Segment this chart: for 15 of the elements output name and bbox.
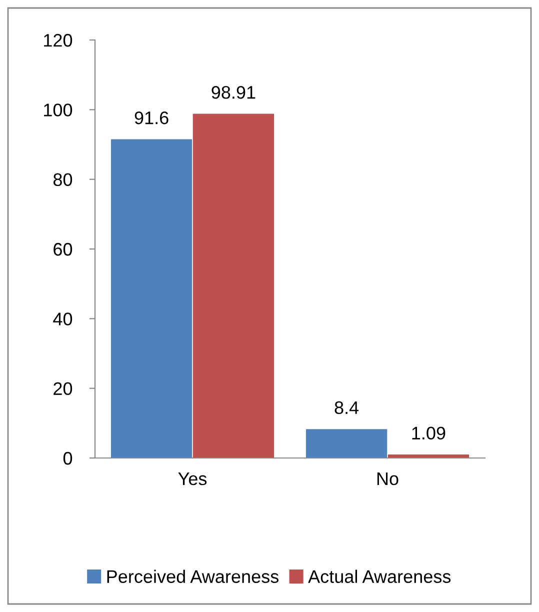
y-tick-label: 40 [53, 312, 72, 326]
data-label: 1.09 [412, 426, 446, 440]
data-label: 8.4 [334, 401, 359, 414]
legend-label: Perceived Awareness [107, 570, 278, 583]
y-tick-label: 20 [54, 382, 72, 396]
y-tick-label: 100 [44, 104, 72, 116]
data-label: 91.6 [134, 111, 168, 124]
y-tick-label: 80 [53, 173, 72, 186]
x-tick-label: No [377, 472, 398, 486]
data-label: 98.91 [212, 86, 256, 99]
y-tick-label: 120 [44, 34, 72, 47]
y-tick-label: 60 [54, 242, 72, 256]
y-tick-label: 0 [63, 452, 72, 465]
legend-label: Actual Awareness [308, 570, 451, 583]
x-tick-label: Yes [178, 472, 207, 486]
